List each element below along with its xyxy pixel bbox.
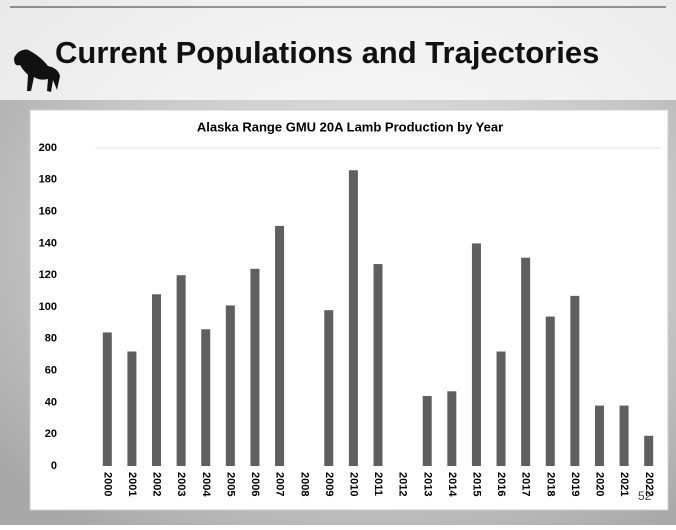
x-tick-label: 2009 [323,472,335,496]
y-tick-label: 100 [39,301,57,313]
bar [226,305,235,466]
bar [103,332,112,466]
x-tick-label: 2021 [618,472,630,496]
bar [275,226,284,466]
x-tick-label: 2008 [298,472,310,496]
y-tick-label: 0 [51,460,57,472]
y-tick-label: 60 [45,365,57,377]
y-tick-label: 160 [39,206,57,218]
x-tick-label: 2004 [200,472,212,497]
bar [152,294,161,466]
x-tick-label: 2018 [544,472,556,496]
x-tick-label: 2020 [594,472,606,496]
bar [127,352,136,466]
y-tick-label: 20 [45,428,57,440]
bar [497,352,506,466]
x-tick-label: 2014 [446,472,458,497]
x-tick-label: 2012 [397,472,409,496]
bar [324,310,333,466]
chart-title: Alaska Range GMU 20A Lamb Production by … [197,119,503,134]
bar [349,170,358,466]
x-tick-label: 2013 [421,472,433,496]
bar [177,275,186,466]
bar [250,269,259,466]
bar [620,406,629,466]
x-tick-label: 2005 [224,472,236,496]
bar [472,243,481,466]
slide: Current Populations and Trajectories Ala… [0,0,676,525]
bar [201,329,210,466]
slide-title: Current Populations and Trajectories [55,35,599,70]
bar [447,391,456,466]
y-tick-label: 120 [39,269,57,281]
x-tick-label: 2007 [274,472,286,496]
bar [374,264,383,466]
bar [423,396,432,466]
x-tick-label: 2003 [175,472,187,496]
y-tick-label: 200 [39,142,57,154]
x-tick-label: 2006 [249,472,261,496]
x-tick-label: 2019 [569,472,581,496]
x-tick-label: 2010 [347,472,359,496]
x-tick-label: 2002 [151,472,163,496]
bar [570,296,579,466]
x-tick-label: 2016 [495,472,507,496]
y-tick-label: 40 [45,396,57,408]
x-tick-label: 2011 [372,472,384,496]
slide-number: 52 [638,489,652,503]
x-tick-label: 2001 [126,472,138,496]
bar [546,317,555,466]
y-tick-label: 140 [39,237,57,249]
bar [595,406,604,466]
y-tick-label: 80 [45,333,57,345]
x-tick-label: 2017 [520,472,532,496]
y-tick-label: 180 [39,174,57,186]
x-tick-label: 2000 [101,472,113,496]
bar [521,258,530,466]
x-tick-label: 2015 [471,472,483,496]
bar [644,436,653,466]
